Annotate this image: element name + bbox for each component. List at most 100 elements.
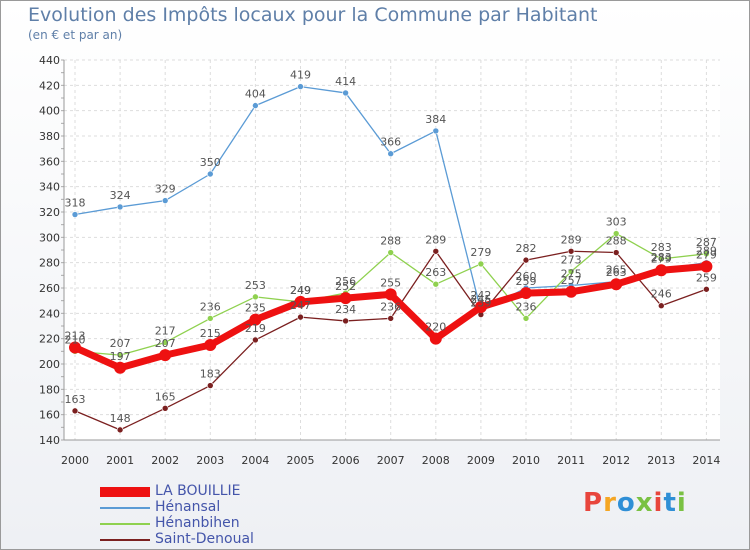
y-tick-label: 200 bbox=[39, 358, 60, 371]
legend-swatch bbox=[100, 507, 150, 509]
data-point bbox=[522, 315, 530, 322]
data-point bbox=[114, 361, 127, 374]
data-label: 207 bbox=[155, 337, 176, 350]
data-point bbox=[477, 260, 485, 268]
data-point bbox=[700, 260, 713, 273]
x-tick-label: 2010 bbox=[512, 454, 540, 467]
x-tick-label: 2001 bbox=[106, 454, 134, 467]
data-label: 279 bbox=[470, 246, 491, 259]
y-tick-label: 440 bbox=[39, 54, 60, 67]
data-label: 419 bbox=[290, 69, 311, 82]
data-point bbox=[387, 315, 395, 322]
data-label: 350 bbox=[200, 156, 221, 169]
data-label: 249 bbox=[290, 284, 311, 297]
data-label: 253 bbox=[245, 279, 266, 292]
data-label: 163 bbox=[65, 393, 86, 406]
y-tick-label: 340 bbox=[39, 181, 60, 194]
data-point bbox=[71, 407, 79, 415]
data-label: 324 bbox=[110, 189, 131, 202]
data-point bbox=[116, 203, 124, 211]
data-label: 234 bbox=[335, 303, 356, 316]
data-point bbox=[207, 315, 214, 322]
data-label: 235 bbox=[245, 302, 266, 315]
data-label: 283 bbox=[651, 241, 672, 254]
data-point bbox=[339, 292, 352, 305]
y-tick-label: 360 bbox=[39, 155, 60, 168]
data-point bbox=[342, 317, 349, 325]
data-point bbox=[161, 339, 169, 346]
data-label: 287 bbox=[696, 236, 717, 249]
legend-label: LA BOUILLIE bbox=[155, 483, 241, 499]
data-label: 279 bbox=[696, 248, 717, 261]
y-tick-label: 420 bbox=[39, 79, 60, 92]
legend-label: Saint-Denoual bbox=[155, 531, 254, 547]
y-tick-label: 280 bbox=[39, 257, 60, 270]
data-point bbox=[474, 301, 487, 313]
data-label: 404 bbox=[245, 88, 266, 101]
data-point bbox=[522, 256, 530, 264]
x-tick-label: 2000 bbox=[61, 454, 89, 467]
data-point bbox=[432, 247, 440, 255]
x-tick-label: 2014 bbox=[692, 454, 720, 467]
data-label: 283 bbox=[651, 251, 672, 264]
legend-label: Hénansal bbox=[155, 499, 221, 515]
legend-swatch bbox=[100, 523, 150, 525]
x-tick-label: 2005 bbox=[287, 454, 315, 467]
data-label: 252 bbox=[335, 280, 356, 293]
data-label: 255 bbox=[380, 276, 401, 289]
y-tick-label: 240 bbox=[39, 307, 60, 320]
data-label: 236 bbox=[380, 300, 401, 313]
data-label: 273 bbox=[561, 254, 582, 267]
data-point bbox=[207, 170, 214, 178]
data-label: 329 bbox=[155, 183, 176, 196]
y-tick-label: 300 bbox=[39, 231, 60, 244]
data-point bbox=[161, 405, 169, 412]
y-tick-label: 160 bbox=[39, 409, 60, 422]
data-point bbox=[567, 268, 575, 275]
data-label: 414 bbox=[335, 75, 356, 88]
data-label: 282 bbox=[516, 242, 537, 255]
data-point bbox=[161, 197, 169, 204]
data-point bbox=[204, 339, 217, 351]
data-point bbox=[69, 341, 81, 354]
data-point bbox=[249, 313, 262, 326]
data-point bbox=[612, 230, 620, 237]
data-point bbox=[387, 150, 395, 158]
data-label: 165 bbox=[155, 390, 176, 403]
data-label: 384 bbox=[425, 113, 446, 126]
data-label: 246 bbox=[651, 288, 672, 301]
data-label: 219 bbox=[245, 322, 266, 335]
y-tick-label: 180 bbox=[39, 383, 60, 396]
data-point bbox=[71, 211, 79, 218]
y-tick-label: 380 bbox=[39, 130, 60, 143]
data-point bbox=[384, 288, 397, 301]
legend-swatch bbox=[100, 487, 150, 497]
data-label: 318 bbox=[65, 197, 86, 210]
data-point bbox=[342, 89, 349, 97]
data-label: 279 bbox=[651, 252, 672, 265]
data-label: 213 bbox=[65, 330, 86, 343]
data-label: 275 bbox=[561, 267, 582, 280]
data-label: 183 bbox=[200, 368, 221, 381]
data-label: 259 bbox=[696, 271, 717, 284]
data-label: 210 bbox=[65, 333, 86, 346]
data-label: 239 bbox=[470, 297, 491, 310]
data-label: 260 bbox=[516, 270, 537, 283]
data-label: 148 bbox=[110, 412, 131, 425]
data-point bbox=[657, 302, 665, 310]
x-tick-label: 2007 bbox=[377, 454, 405, 467]
data-point bbox=[294, 295, 307, 308]
data-point bbox=[252, 102, 259, 109]
data-point bbox=[297, 83, 304, 90]
data-point bbox=[252, 293, 259, 301]
x-tick-label: 2004 bbox=[241, 454, 269, 467]
data-point bbox=[116, 351, 124, 359]
data-point bbox=[567, 247, 575, 255]
proxiti-logo: Proxiti bbox=[583, 488, 687, 518]
y-tick-label: 220 bbox=[39, 333, 60, 346]
data-label: 197 bbox=[110, 350, 131, 363]
data-label: 259 bbox=[516, 275, 537, 288]
data-point bbox=[159, 349, 172, 362]
data-point bbox=[432, 280, 440, 288]
